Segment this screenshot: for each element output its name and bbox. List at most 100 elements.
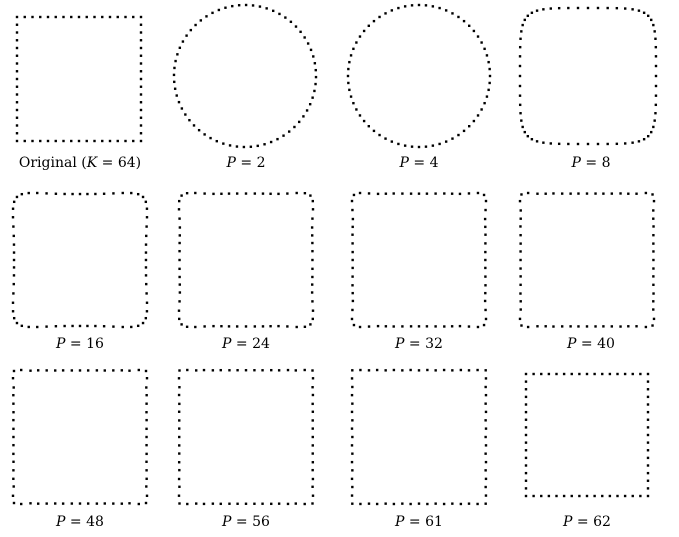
boundary-dot [518, 64, 522, 68]
boundary-dot [39, 139, 42, 143]
boundary-dot [350, 427, 354, 430]
boundary-dot [483, 47, 486, 51]
boundary-dot [519, 233, 522, 237]
boundary-dot [482, 193, 486, 197]
boundary-dot [652, 250, 655, 253]
boundary-dot [610, 192, 614, 195]
boundary-dot [139, 132, 143, 135]
dot-shape-p4 [346, 3, 492, 149]
boundary-dot [244, 3, 248, 7]
boundary-dot [177, 410, 181, 413]
boundary-dot [139, 77, 143, 81]
boundary-dot [178, 402, 181, 406]
boundary-dot [121, 191, 124, 195]
boundary-dot [417, 145, 421, 149]
panel-p16: P = 16 [11, 191, 149, 352]
boundary-dot [12, 393, 15, 397]
boundary-dot [631, 372, 634, 376]
boundary-dot [46, 15, 50, 19]
boundary-dot [15, 46, 19, 50]
boundary-dot [467, 369, 471, 372]
boundary-dot [236, 502, 239, 505]
boundary-dot [139, 39, 143, 42]
boundary-dot [585, 192, 589, 195]
panel-p4: P = 4 [346, 3, 492, 171]
boundary-dot [532, 494, 535, 498]
boundary-dot [277, 369, 281, 372]
boundary-dot [145, 427, 148, 431]
boundary-dot [376, 324, 380, 328]
boundary-dot [570, 372, 573, 376]
boundary-dot [145, 292, 148, 295]
boundary-dot [358, 325, 362, 329]
boundary-dot [178, 419, 181, 422]
boundary-dot [358, 191, 362, 195]
boundary-dot [244, 369, 248, 372]
boundary-dot [544, 192, 547, 195]
boundary-dot [476, 191, 480, 195]
boundary-dot [351, 435, 354, 439]
boundary-dot [295, 325, 298, 329]
boundary-dot [544, 325, 547, 328]
boundary-dot [646, 134, 650, 138]
boundary-dot [547, 494, 551, 498]
boundary-dot [12, 234, 15, 238]
boundary-dot [311, 217, 314, 220]
dot-shape-p40 [518, 191, 656, 329]
panel-p32: P = 32 [350, 191, 488, 352]
boundary-dot [616, 494, 619, 498]
boundary-dot [567, 6, 570, 10]
boundary-dot [12, 460, 15, 463]
boundary-dot [586, 142, 590, 146]
boundary-dot [112, 325, 115, 328]
boundary-dot [219, 368, 222, 372]
boundary-dot [351, 225, 354, 229]
boundary-dot [272, 9, 275, 13]
boundary-dot [253, 192, 257, 195]
boundary-dot [375, 368, 379, 372]
boundary-dot [560, 325, 564, 328]
boundary-dot [178, 258, 181, 262]
boundary-dot [549, 142, 552, 145]
boundary-dot [54, 139, 57, 143]
boundary-dot [145, 411, 148, 414]
boundary-dot [54, 192, 58, 195]
boundary-dot [128, 369, 131, 372]
boundary-dot [450, 325, 454, 328]
boundary-dot [139, 70, 143, 73]
boundary-dot [29, 502, 32, 505]
boundary-dot [71, 192, 74, 196]
boundary-dot [642, 138, 646, 141]
boundary-dot [552, 192, 555, 195]
boundary-dot [139, 54, 143, 57]
boundary-dot [311, 377, 315, 380]
boundary-dot [311, 461, 315, 464]
boundary-dot [646, 372, 650, 376]
boundary-dot [139, 124, 143, 127]
boundary-dot [652, 267, 655, 270]
boundary-dot [36, 325, 39, 329]
boundary-dot [139, 116, 143, 119]
boundary-dot [639, 494, 642, 498]
boundary-dot [518, 74, 522, 78]
boundary-dot [351, 402, 354, 405]
boundary-dot [177, 393, 181, 397]
boundary-dot [139, 101, 143, 104]
boundary-dot [178, 386, 181, 389]
boundary-dot [192, 124, 196, 127]
boundary-dot [526, 325, 530, 329]
boundary-dot [524, 426, 528, 429]
boundary-dot [311, 275, 314, 279]
boundary-dot [15, 132, 19, 135]
boundary-dot [95, 369, 99, 372]
boundary-dot [145, 418, 148, 422]
boundary-dot [535, 140, 539, 143]
boundary-dot [619, 192, 622, 195]
boundary-dot [211, 11, 214, 15]
boundary-dot [293, 125, 296, 129]
boundary-dot [410, 4, 414, 7]
boundary-dot [624, 142, 627, 145]
boundary-dot [438, 6, 441, 10]
boundary-dot [352, 323, 356, 327]
boundary-dot [94, 192, 97, 196]
